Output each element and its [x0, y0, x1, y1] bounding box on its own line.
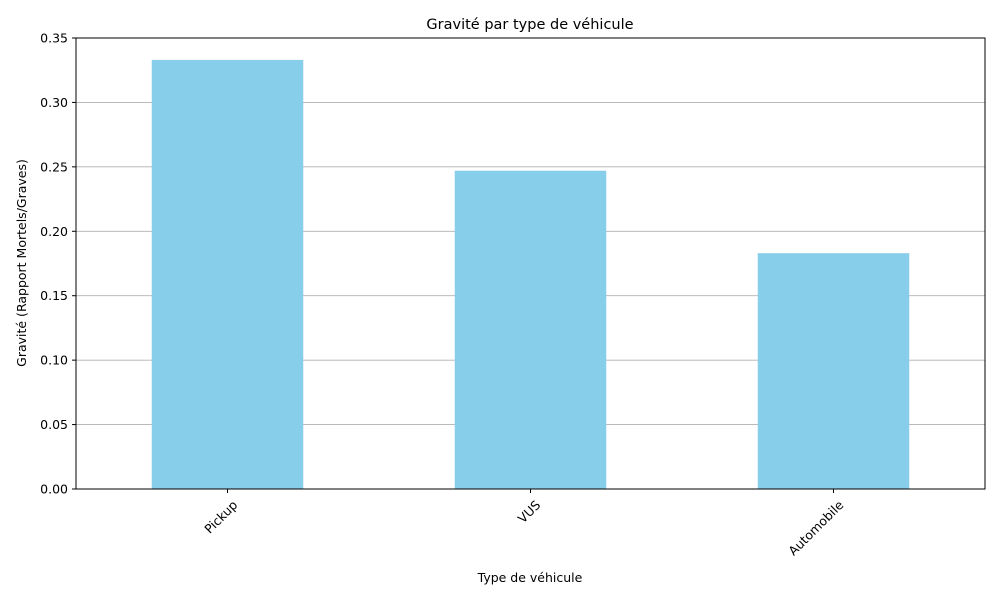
y-axis: 0.00 0.05 0.10 0.15 0.20 0.25 0.30 0.35 — [40, 31, 76, 497]
x-tick-label-vus: VUS — [515, 497, 544, 526]
bar-automobile — [757, 253, 910, 489]
y-tick-label-4: 0.20 — [40, 224, 68, 239]
y-tick-label-5: 0.25 — [40, 159, 68, 174]
bar-pickup — [151, 59, 304, 490]
chart-title: Gravité par type de véhicule — [426, 17, 633, 33]
y-tick-label-7: 0.35 — [40, 31, 68, 46]
y-tick-label-2: 0.10 — [40, 353, 68, 368]
x-tick-label-automobile: Automobile — [785, 497, 846, 558]
x-tick-label-pickup: Pickup — [201, 497, 240, 536]
bar-vus — [454, 170, 607, 490]
bars — [151, 59, 910, 490]
x-axis-label: Type de véhicule — [477, 570, 583, 585]
y-tick-label-0: 0.00 — [40, 482, 68, 497]
y-axis-label: Gravité (Rapport Mortels/Graves) — [14, 159, 29, 367]
y-tick-label-3: 0.15 — [40, 288, 68, 303]
x-axis: Pickup VUS Automobile — [201, 489, 847, 558]
y-tick-label-1: 0.05 — [40, 417, 68, 432]
y-tick-label-6: 0.30 — [40, 95, 68, 110]
